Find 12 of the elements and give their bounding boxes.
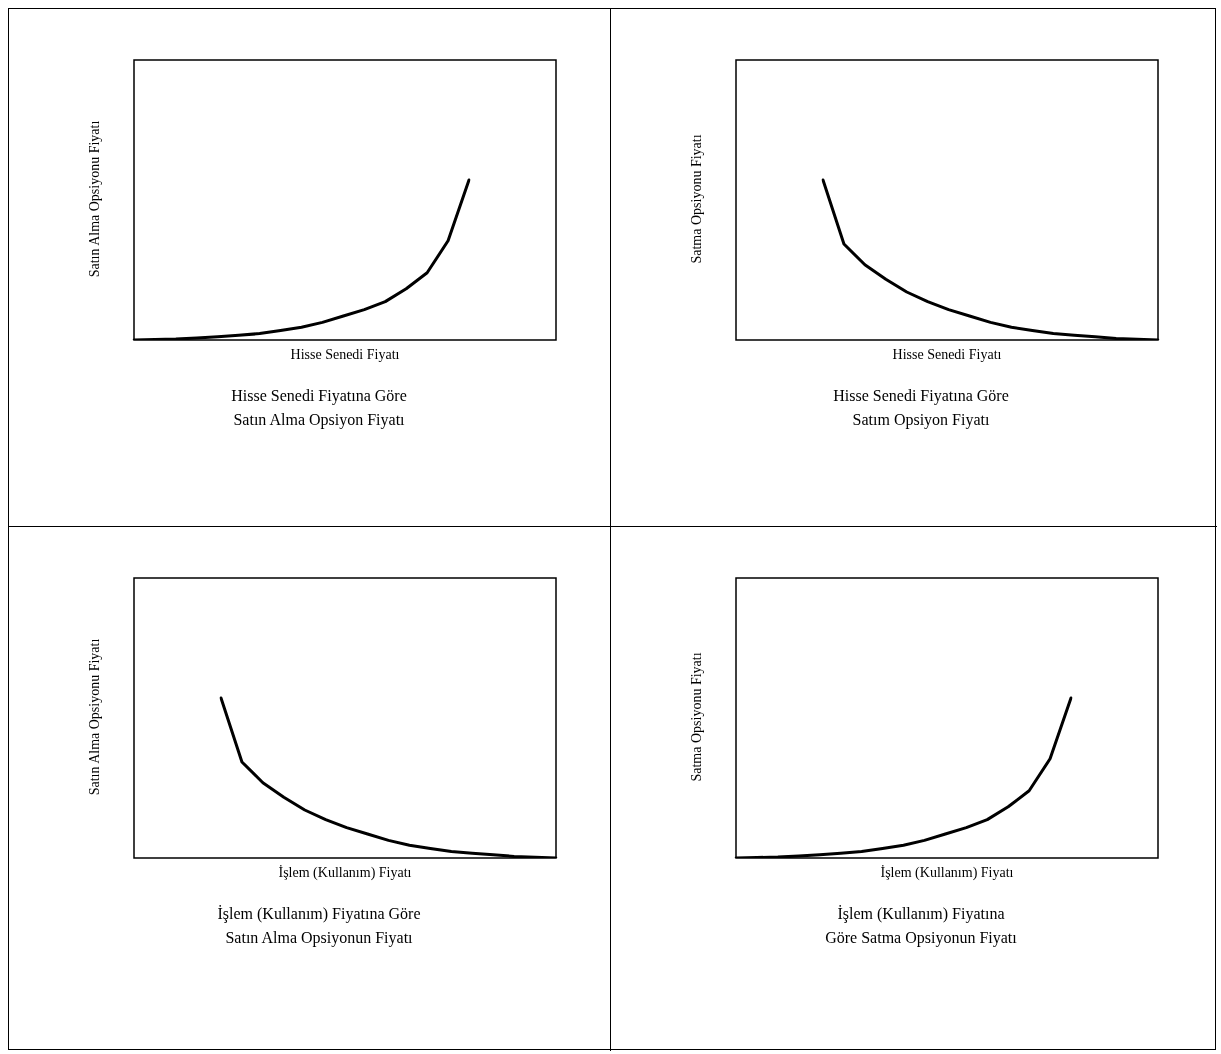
y-axis-title: Satma Opsiyonu Fiyatı xyxy=(689,652,705,782)
y-axis-title: Satma Opsiyonu Fiyatı xyxy=(689,134,705,264)
text: Hisse Senedi Fiyatına Göre Satın Alma Opsiyon Fiyatı xyxy=(230,386,408,431)
x-axis-title: İşlem (Kullanım) Fiyatı xyxy=(879,865,1015,881)
x-axis-title: Hisse Senedi Fiyatı xyxy=(289,347,401,363)
y-axis-title: Satın Alma Opsiyonu Fiyatı xyxy=(87,120,103,278)
x-axis-title: İşlem (Kullanım) Fiyatı xyxy=(277,865,413,881)
y-axis-title: Satın Alma Opsiyonu Fiyatı xyxy=(87,638,103,796)
text: Hisse Senedi Fiyatına Göre Satım Opsiyon Fiyatı xyxy=(832,386,1010,431)
x-axis-title: Hisse Senedi Fiyatı xyxy=(891,347,1003,363)
text: İşlem (Kullanım) Fiyatına Göre Satın Alma Opsiyonun Fiyatı xyxy=(216,904,422,949)
text: İşlem (Kullanım) Fiyatına Göre Satma Opsiyonun Fiyatı xyxy=(824,904,1018,949)
